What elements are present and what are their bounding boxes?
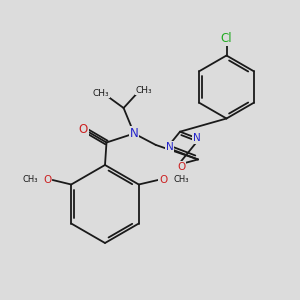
Text: N: N xyxy=(130,127,139,140)
Text: O: O xyxy=(177,162,185,172)
Text: CH₃: CH₃ xyxy=(93,88,110,98)
Text: CH₃: CH₃ xyxy=(135,85,152,94)
Text: CH₃: CH₃ xyxy=(173,176,188,184)
Text: O: O xyxy=(43,175,51,185)
Text: N: N xyxy=(193,133,201,143)
Text: O: O xyxy=(159,175,167,185)
Text: Cl: Cl xyxy=(221,32,232,45)
Text: O: O xyxy=(79,123,88,136)
Text: N: N xyxy=(166,142,173,152)
Text: CH₃: CH₃ xyxy=(23,176,38,184)
